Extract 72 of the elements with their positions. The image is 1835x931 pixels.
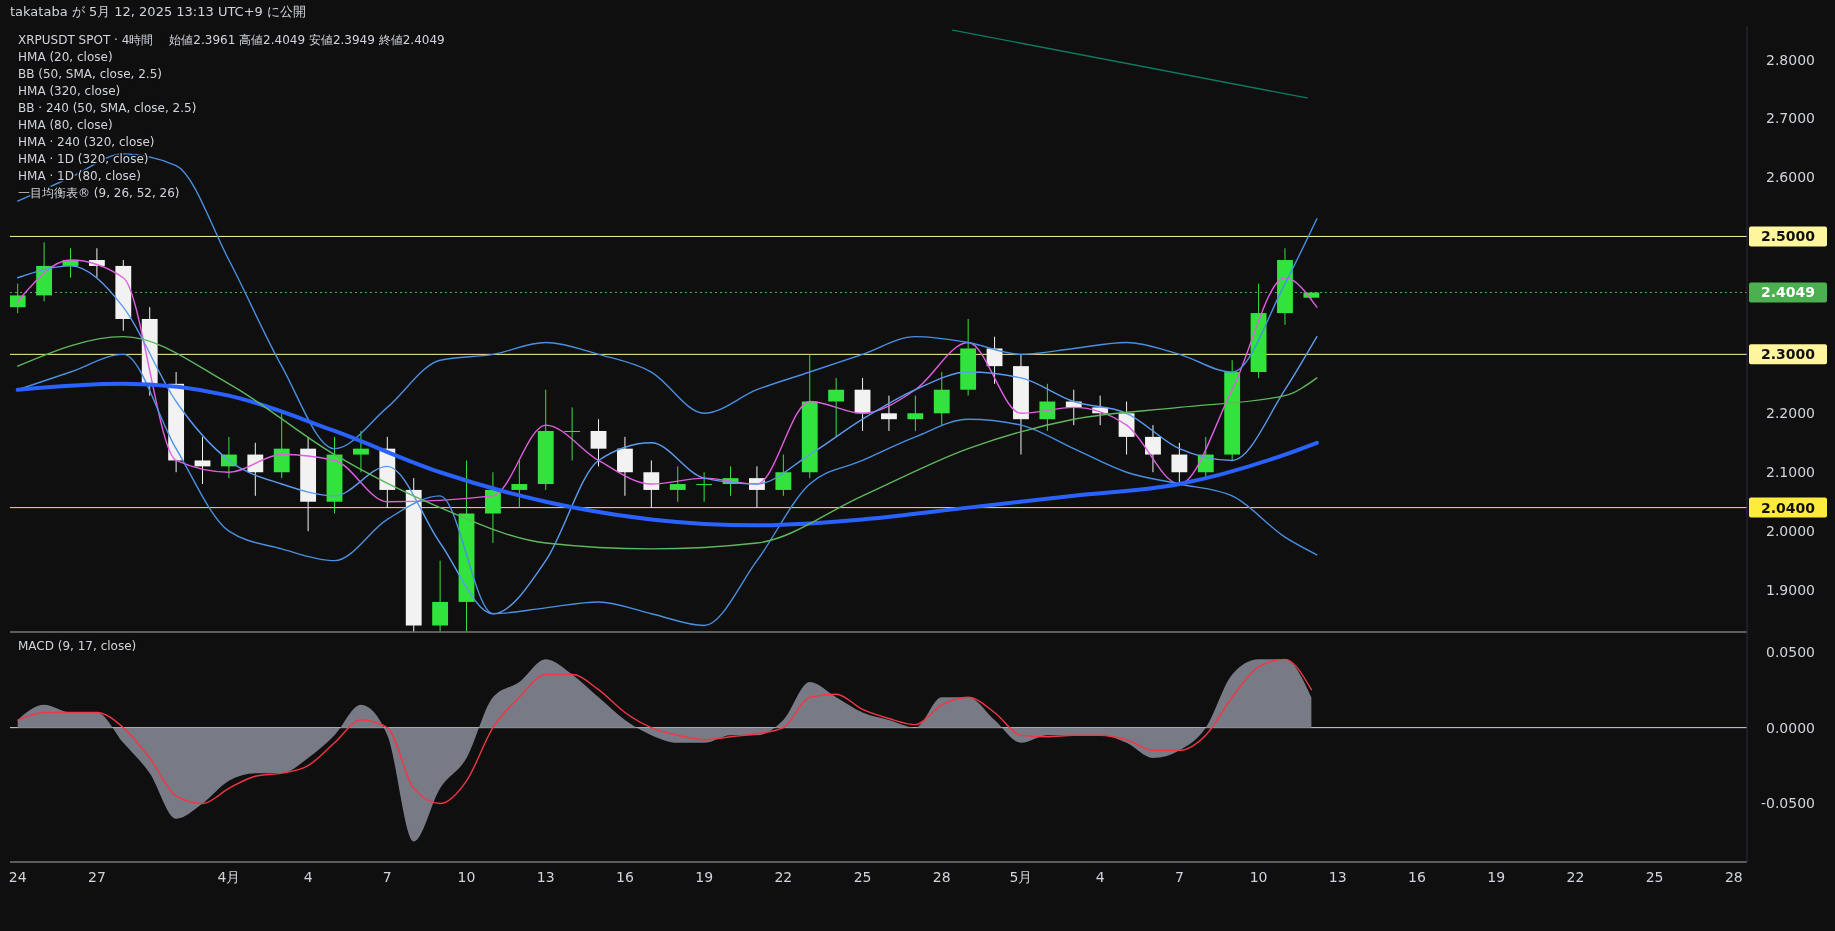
candlestick <box>485 471 501 544</box>
candlestick <box>696 471 713 503</box>
x-tick-label: 13 <box>1328 869 1347 885</box>
y-tick-label: 2.0000 <box>1766 523 1815 540</box>
candlestick <box>669 465 686 503</box>
x-tick-label: 27 <box>87 869 106 885</box>
candlestick <box>828 377 845 438</box>
candlestick <box>353 430 369 473</box>
x-tick-label: 25 <box>853 869 872 885</box>
annotation: 始値2.3961 高値2.4049 安値2.3949 終値2.4049 <box>169 33 445 47</box>
x-tick-label: 10 <box>457 869 476 885</box>
candlestick <box>617 436 633 497</box>
line-series <box>17 335 1318 550</box>
y-tick-label: 1.9000 <box>1766 582 1815 599</box>
y-tick-label: 2.2000 <box>1766 405 1815 422</box>
x-tick-label: 22 <box>1566 869 1585 885</box>
annotation: HMA (20, close) <box>18 50 113 64</box>
x-tick-label: 22 <box>774 869 793 885</box>
candlestick <box>933 371 950 426</box>
y-tick-label: 0.0500 <box>1766 643 1815 660</box>
line-series <box>17 153 1318 450</box>
ref-line-label: 2.5000 <box>1760 228 1816 245</box>
candlestick <box>775 454 792 497</box>
x-tick-label: 7 <box>1174 869 1184 885</box>
y-tick-label: 2.8000 <box>1766 51 1815 68</box>
annotation: BB (50, SMA, close, 2.5) <box>18 67 162 81</box>
candlestick <box>590 418 607 467</box>
annotation: HMA · 240 (320, close) <box>18 135 155 149</box>
x-tick-label: 5月 <box>1009 869 1033 885</box>
candlestick <box>881 395 897 432</box>
x-tick-label: 19 <box>1487 869 1506 885</box>
x-tick-label: 16 <box>1408 869 1426 885</box>
x-tick-label: 16 <box>616 869 634 885</box>
x-tick-label: 24 <box>8 869 27 885</box>
annotation: BB · 240 (50, SMA, close, 2.5) <box>18 101 197 115</box>
y-tick-label: 2.1000 <box>1766 464 1815 481</box>
line-series <box>17 658 1313 805</box>
x-tick-label: 13 <box>536 869 555 885</box>
text: takataba が 5月 12, 2025 13:13 UTC+9 に公開 <box>10 4 306 19</box>
candlestick <box>1171 442 1188 485</box>
candlestick <box>1145 424 1161 473</box>
x-tick-label: 28 <box>1724 869 1743 885</box>
x-tick-label: 19 <box>695 869 714 885</box>
candlestick <box>10 283 26 314</box>
ref-line-label: 2.3000 <box>1760 346 1816 363</box>
ref-line-label: 2.0400 <box>1760 499 1816 516</box>
annotation: HMA (80, close) <box>18 118 113 132</box>
x-tick-label: 4月 <box>217 869 241 885</box>
x-tick-label: 7 <box>382 869 392 885</box>
ref-line-label: 2.4049 <box>1760 284 1815 301</box>
x-tick-label: 10 <box>1249 869 1268 885</box>
y-tick-label: 0.0000 <box>1766 719 1815 736</box>
annotation: HMA (320, close) <box>18 84 121 98</box>
y-tick-label: -0.0500 <box>1760 795 1815 812</box>
x-tick-label: 25 <box>1645 869 1664 885</box>
candlestick <box>1039 383 1056 432</box>
candlestick <box>907 395 924 432</box>
candlestick <box>432 560 449 632</box>
candlestick <box>643 459 660 509</box>
x-tick-label: 28 <box>932 869 951 885</box>
candlestick <box>564 406 581 461</box>
y-tick-label: 2.6000 <box>1766 169 1815 186</box>
candlestick <box>511 459 528 509</box>
x-tick-label: 4 <box>303 869 313 885</box>
candlestick <box>273 412 290 479</box>
annotation: HMA · 1D (320, close) <box>18 152 149 166</box>
line-series <box>15 381 1319 528</box>
text: MACD (9, 17, close) <box>18 639 137 653</box>
candlestick <box>194 436 211 485</box>
x-tick-label: 4 <box>1095 869 1105 885</box>
y-tick-label: 2.7000 <box>1766 110 1815 127</box>
text: XRPUSDT SPOT · 4時間 <box>18 33 154 47</box>
